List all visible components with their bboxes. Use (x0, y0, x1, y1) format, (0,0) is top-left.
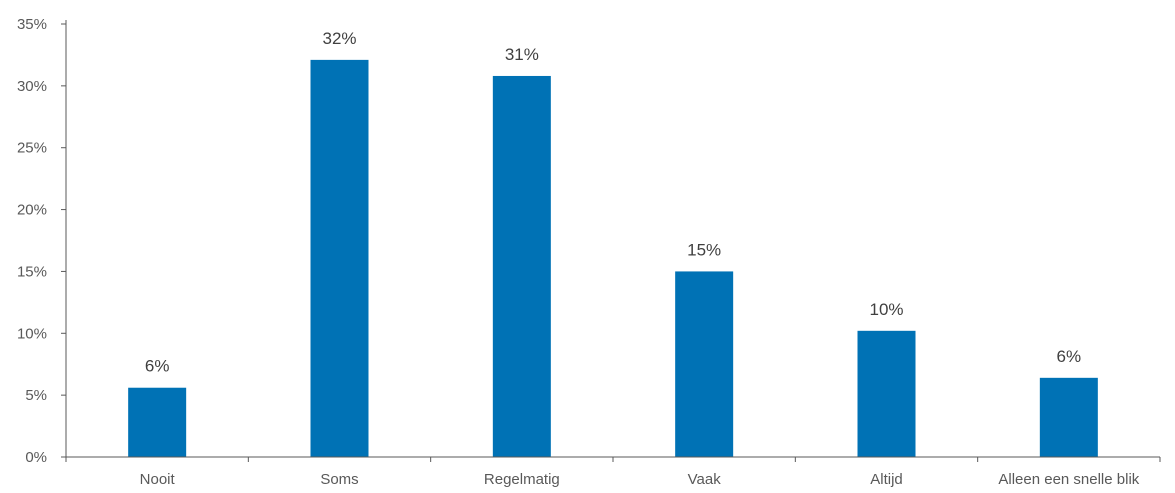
bar-alleen-een-snelle-blik (1039, 377, 1098, 457)
y-tick-label: 0% (25, 449, 47, 466)
bars (128, 59, 1098, 458)
bar-altijd (857, 330, 916, 457)
x-tick-label: Vaak (688, 471, 722, 488)
y-tick-label: 25% (17, 140, 47, 157)
data-label: 10% (869, 300, 903, 319)
y-axis: 0% 5% 10% 15% 20% 25% 30% 35% (17, 16, 67, 466)
bar-nooit (128, 387, 187, 457)
data-label: 6% (145, 357, 170, 376)
x-tick-label: Soms (320, 471, 358, 488)
x-axis: Nooit Soms Regelmatig Vaak Altijd Alleen een … (65, 456, 1161, 488)
bar-soms (310, 59, 369, 458)
y-tick-label: 30% (17, 78, 47, 95)
data-label: 6% (1057, 347, 1082, 366)
y-tick-label: 20% (17, 202, 47, 219)
x-tick-label: Altijd (870, 471, 903, 488)
y-tick-label: 5% (25, 387, 47, 404)
data-label: 15% (687, 240, 721, 259)
y-tick-label: 35% (17, 16, 47, 33)
data-label: 31% (505, 45, 539, 64)
x-tick-label: Regelmatig (484, 471, 560, 488)
data-labels: 6% 32% 31% 15% 10% 6% (145, 29, 1081, 376)
bar-vaak (675, 271, 734, 457)
y-tick-label: 10% (17, 325, 47, 342)
data-label: 32% (322, 29, 356, 48)
y-tick-label: 15% (17, 263, 47, 280)
x-tick-label: Nooit (140, 471, 176, 488)
x-tick-label: Alleen een snelle blik (998, 471, 1139, 488)
bar-regelmatig (492, 75, 551, 458)
